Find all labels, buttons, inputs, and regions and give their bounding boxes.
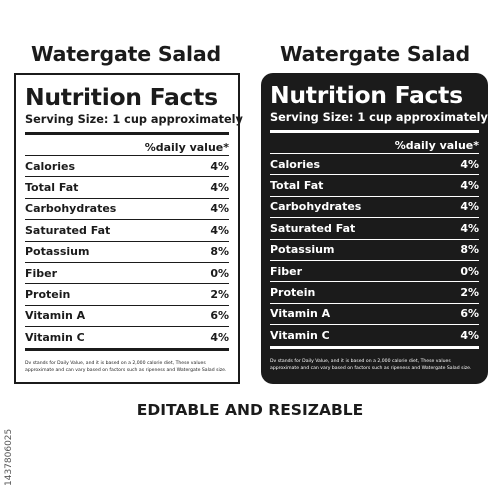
nutrient-value: 4% (460, 221, 479, 235)
nutrient-value: 4% (210, 181, 229, 195)
stock-image-id: 1437806025 (4, 428, 14, 486)
nutrient-name: Fiber (270, 264, 303, 278)
nutrient-name: Fiber (25, 266, 58, 280)
nutrient-value: 8% (210, 245, 229, 259)
nutrient-row: Calories 4% (270, 153, 479, 174)
nutrient-name: Calories (25, 159, 76, 173)
divider-thick (25, 132, 229, 135)
nutrient-row: Saturated Fat 4% (25, 219, 229, 240)
nutrient-name: Potassium (270, 243, 335, 257)
nutrient-value: 0% (210, 266, 229, 280)
nutrient-value: 4% (460, 200, 479, 214)
nutrient-value: 6% (460, 307, 479, 321)
nutrient-value: 2% (210, 288, 229, 302)
daily-value-header: %daily value* (144, 141, 229, 154)
divider-thick (270, 130, 479, 133)
nutrient-row: Potassium 8% (270, 238, 479, 260)
nutrient-row: Saturated Fat 4% (270, 217, 479, 238)
serving-size: Serving Size: 1 cup approximately (25, 113, 243, 126)
nutrient-row: Potassium 8% (25, 240, 229, 262)
nutrient-name: Total Fat (25, 181, 79, 195)
nutrient-value: 4% (210, 202, 229, 216)
nutrient-list: Calories 4% Total Fat 4% Carbohydrates 4% S… (25, 155, 229, 348)
nutrient-value: 6% (210, 309, 229, 323)
nutrient-row: Vitamin A 6% (25, 304, 229, 326)
nutrient-row: Fiber 0% (270, 259, 479, 281)
serving-size: Serving Size: 1 cup approximately (270, 111, 488, 124)
nutrient-name: Carbohydrates (270, 200, 362, 214)
nutrient-row: Vitamin C 4% (25, 326, 229, 347)
nutrient-name: Total Fat (270, 179, 324, 193)
nutrient-value: 8% (460, 243, 479, 257)
nutrient-name: Vitamin C (270, 328, 330, 342)
nutrient-name: Protein (270, 286, 316, 300)
nutrient-name: Protein (25, 288, 71, 302)
divider-bottom (25, 348, 229, 351)
nutrition-facts-heading: Nutrition Facts (25, 83, 218, 111)
nutrient-value: 4% (460, 328, 479, 342)
nutrition-label-dark: Nutrition Facts Serving Size: 1 cup appr… (261, 73, 488, 384)
nutrient-name: Vitamin A (25, 309, 86, 323)
nutrient-value: 4% (460, 157, 479, 171)
editable-caption: EDITABLE AND RESIZABLE (136, 401, 364, 419)
nutrient-value: 4% (210, 330, 229, 344)
nutrition-facts-heading: Nutrition Facts (270, 81, 463, 109)
nutrient-row: Carbohydrates 4% (25, 197, 229, 219)
nutrient-row: Total Fat 4% (25, 176, 229, 197)
nutrient-name: Vitamin C (25, 330, 85, 344)
product-title-dark: Watergate Salad (279, 42, 470, 66)
footnote: Dv stands for Daily Value, and it is bas… (270, 359, 472, 371)
nutrient-name: Vitamin A (270, 307, 331, 321)
nutrient-list: Calories 4% Total Fat 4% Carbohydrates 4% S… (270, 153, 479, 346)
nutrient-row: Calories 4% (25, 155, 229, 176)
nutrient-row: Protein 2% (25, 283, 229, 304)
daily-value-header: %daily value* (394, 139, 479, 152)
nutrient-name: Potassium (25, 245, 90, 259)
nutrient-value: 4% (210, 223, 229, 237)
footnote: Dv stands for Daily Value, and it is bas… (25, 361, 227, 373)
nutrient-value: 4% (460, 179, 479, 193)
nutrient-value: 2% (460, 286, 479, 300)
nutrient-value: 4% (210, 159, 229, 173)
nutrient-row: Vitamin A 6% (270, 302, 479, 324)
nutrient-value: 0% (460, 264, 479, 278)
nutrient-name: Saturated Fat (25, 223, 111, 237)
nutrient-row: Carbohydrates 4% (270, 195, 479, 217)
nutrient-row: Vitamin C 4% (270, 324, 479, 345)
product-title-light: Watergate Salad (30, 42, 221, 66)
nutrient-name: Calories (270, 157, 321, 171)
nutrition-label-light: Nutrition Facts Serving Size: 1 cup appr… (14, 73, 243, 384)
nutrient-row: Protein 2% (270, 281, 479, 302)
nutrient-row: Fiber 0% (25, 261, 229, 283)
divider-bottom (270, 346, 479, 349)
nutrient-row: Total Fat 4% (270, 174, 479, 195)
nutrient-name: Saturated Fat (270, 221, 356, 235)
nutrient-name: Carbohydrates (25, 202, 117, 216)
